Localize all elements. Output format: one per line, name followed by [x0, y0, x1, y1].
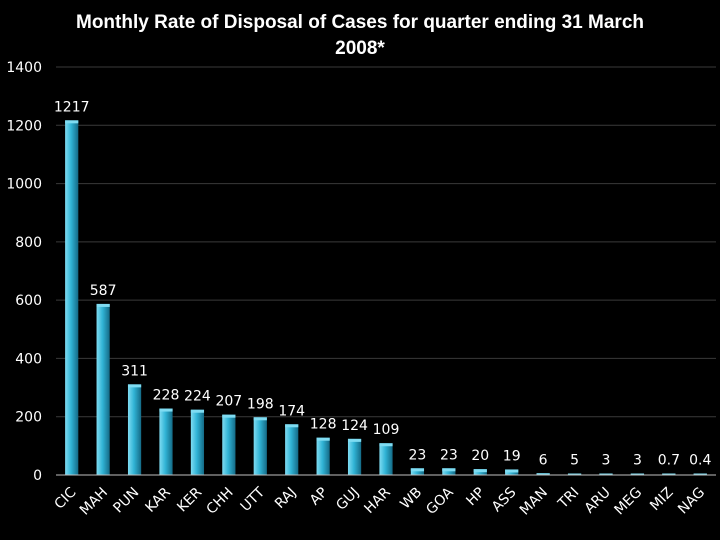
bar-raj — [285, 424, 299, 475]
bar-ap — [316, 437, 330, 475]
data-label: 20 — [471, 448, 489, 464]
x-tick-label: MAH — [77, 485, 111, 519]
data-label: 228 — [153, 388, 180, 404]
data-label: 3 — [602, 453, 611, 469]
x-tick-label: HAR — [361, 484, 394, 517]
bar-cap — [65, 120, 79, 124]
data-label: 224 — [184, 389, 211, 405]
data-label: 207 — [215, 394, 242, 410]
x-tick-label: MEG — [611, 485, 645, 519]
bar-mah — [96, 303, 110, 475]
data-label: 5 — [570, 453, 579, 469]
bar-cap — [316, 437, 330, 441]
bar-cap — [536, 473, 550, 475]
x-tick-label: KAR — [143, 484, 174, 515]
bar-cap — [662, 473, 676, 475]
bar-cap — [96, 303, 110, 307]
bar-cap — [473, 469, 487, 473]
bar-cap — [505, 469, 519, 473]
data-label: 587 — [90, 283, 117, 299]
bar-goa — [442, 468, 456, 475]
bar-cap — [253, 417, 267, 421]
y-tick-label: 1400 — [6, 60, 42, 76]
bar-guj — [347, 438, 362, 475]
bar-cap — [599, 473, 613, 475]
data-label: 311 — [121, 363, 148, 379]
bar-cap — [127, 384, 142, 388]
x-tick-label: GUJ — [333, 485, 362, 514]
y-tick-label: 1200 — [6, 118, 42, 134]
x-tick-label: PUN — [110, 485, 142, 517]
bar-cap — [567, 473, 582, 475]
bar-cap — [190, 409, 205, 413]
bar-cap — [222, 414, 236, 418]
x-tick-label: TRI — [555, 485, 583, 513]
bars — [65, 120, 707, 476]
data-label: 198 — [247, 396, 274, 412]
x-tick-label: ASS — [489, 484, 520, 515]
x-tick-label: CIC — [51, 484, 79, 512]
bar-chh — [222, 414, 236, 475]
y-tick-label: 1000 — [6, 177, 42, 193]
x-tick-label: ARU — [582, 485, 614, 517]
x-tick-label: AP — [307, 485, 331, 509]
x-tick-label: HP — [463, 485, 488, 510]
data-label: 128 — [310, 417, 337, 433]
bar-wb — [410, 468, 425, 475]
y-tick-label: 0 — [33, 468, 42, 484]
bar-ker — [190, 409, 205, 475]
bar-pun — [127, 384, 142, 475]
bar-cap — [693, 473, 707, 475]
data-label: 23 — [440, 447, 458, 463]
data-label: 6 — [539, 452, 548, 468]
bar-cap — [630, 473, 645, 475]
x-tick-label: MAN — [517, 485, 551, 519]
y-axis-ticks: 0 200 400 600 800 1000 1200 1400 — [6, 60, 42, 484]
y-tick-label: 800 — [15, 235, 42, 251]
bar-cic — [65, 120, 79, 476]
bar-kar — [159, 408, 173, 475]
data-labels: 1217 587 311 228 224 207 198 174 128 124 109 23 23 20… — [54, 99, 712, 468]
gridlines — [56, 66, 716, 418]
bar-utt — [253, 417, 267, 475]
bar-har — [379, 443, 393, 475]
bar-cap — [285, 424, 299, 428]
x-tick-label: WB — [397, 485, 425, 513]
x-tick-label: UTT — [238, 484, 269, 515]
data-label: 1217 — [54, 99, 90, 115]
bar-cap — [379, 443, 393, 447]
chart-title-line1: Monthly Rate of Disposal of Cases for qu… — [76, 12, 644, 33]
bar-cap — [159, 408, 173, 412]
x-tick-label: KER — [174, 484, 205, 515]
data-label: 0.7 — [658, 453, 680, 469]
data-label: 3 — [633, 453, 642, 469]
y-tick-label: 400 — [15, 351, 42, 367]
data-label: 109 — [373, 422, 400, 438]
data-label: 174 — [278, 403, 305, 419]
data-label: 0.4 — [689, 453, 711, 469]
bar-cap — [347, 438, 362, 442]
chart-title-line2: 2008* — [335, 38, 385, 59]
x-tick-label: GOA — [423, 484, 457, 518]
data-label: 124 — [341, 418, 368, 434]
y-tick-label: 200 — [15, 410, 42, 426]
x-tick-label: CHH — [204, 485, 237, 518]
data-label: 23 — [409, 447, 427, 463]
x-tick-label: MIZ — [647, 485, 677, 515]
data-label: 19 — [503, 448, 521, 464]
bar-cap — [442, 468, 456, 472]
y-tick-label: 600 — [15, 293, 42, 309]
bar-cap — [410, 468, 425, 472]
x-tick-label: RAJ — [272, 485, 299, 512]
x-tick-label: NAG — [675, 485, 708, 518]
